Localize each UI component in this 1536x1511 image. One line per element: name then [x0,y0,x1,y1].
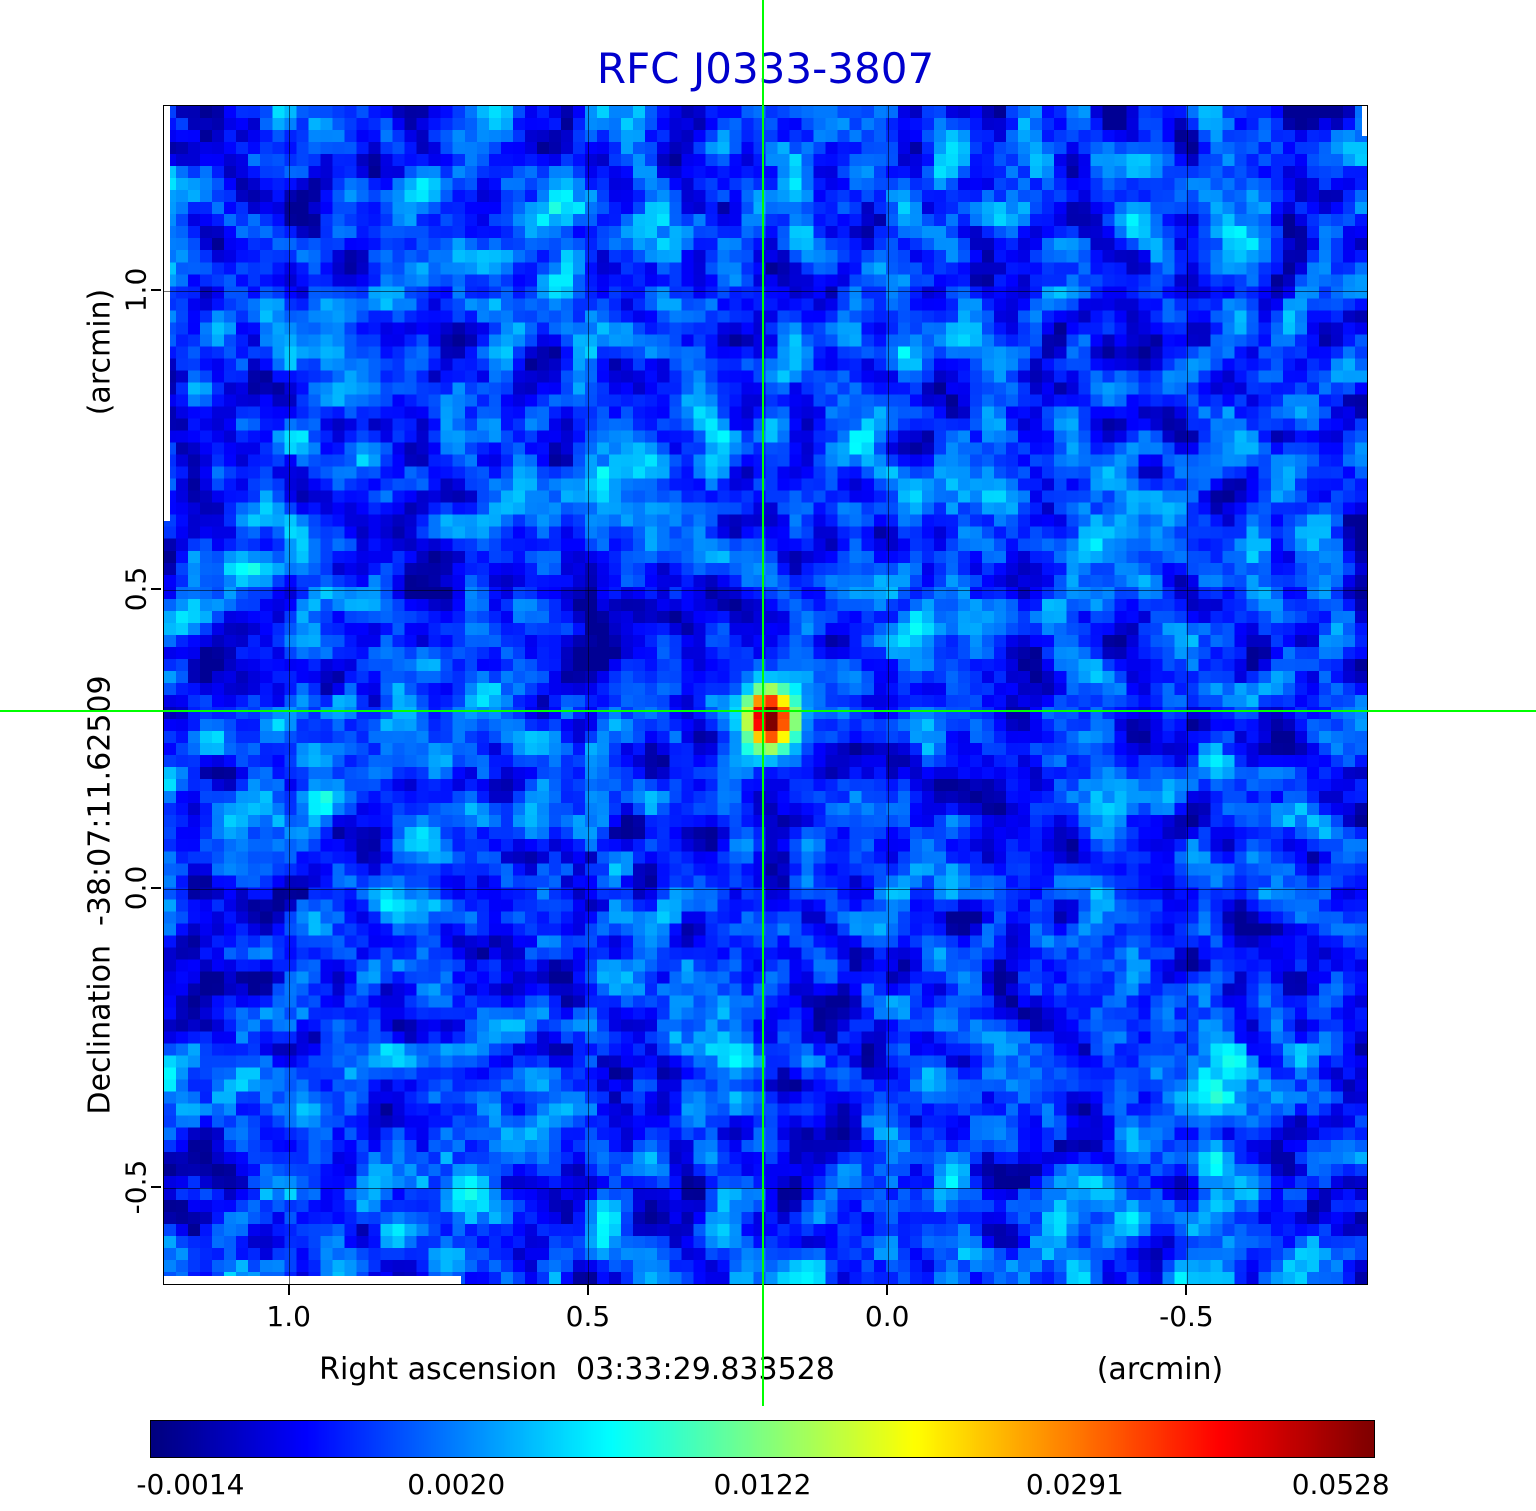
edge-artifact [1362,106,1367,136]
grid-line-vertical [1186,106,1188,1284]
y-tick-mark [151,588,161,591]
x-axis-unit-label: (arcmin) [1096,1352,1224,1387]
x-tick-label: 0.5 [565,1300,611,1333]
grid-line-vertical [588,106,590,1284]
colorbar-tick-label: 0.0291 [1025,1468,1124,1501]
y-tick-mark [151,1186,161,1189]
grid-line-vertical [289,106,291,1284]
edge-artifact [164,1276,461,1284]
plot-area [163,105,1368,1285]
y-axis-unit-label: (arcmin) [82,288,118,416]
y-tick-label: 0.5 [119,567,153,612]
colorbar-tick-label: 0.0020 [407,1468,506,1501]
crosshair-vertical [761,0,764,1406]
y-tick-mark [151,289,161,292]
grid-line-horizontal [164,888,1367,890]
colorbar [150,1420,1375,1458]
x-tick-label: 0.0 [864,1300,910,1333]
crosshair-horizontal [0,709,1536,712]
edge-artifact [164,106,170,521]
figure-title: RFC J0333-3807 [596,44,935,93]
grid-line-horizontal [164,290,1367,292]
grid-line-horizontal [164,589,1367,591]
x-tick-mark [886,1285,889,1295]
colorbar-tick-label: 0.0528 [1291,1468,1390,1501]
colorbar-tick-label: 0.0122 [713,1468,812,1501]
y-axis-label: Declination -38:07:11.62509 [82,675,118,1115]
grid-line-vertical [887,106,889,1284]
x-tick-mark [287,1285,290,1295]
y-tick-mark [151,887,161,890]
y-tick-label: 0.0 [119,866,153,911]
x-axis-label: Right ascension 03:33:29.833528 [319,1352,835,1387]
heatmap-canvas [164,106,1367,1284]
colorbar-tick-label: -0.0014 [136,1468,245,1501]
colorbar-canvas [151,1421,1374,1457]
y-tick-label: -0.5 [119,1159,153,1215]
x-tick-label: -0.5 [1159,1300,1214,1333]
x-tick-mark [1185,1285,1188,1295]
x-tick-mark [586,1285,589,1295]
x-tick-label: 1.0 [266,1300,311,1333]
y-tick-label: 1.0 [119,268,153,313]
grid-line-horizontal [164,1187,1367,1189]
